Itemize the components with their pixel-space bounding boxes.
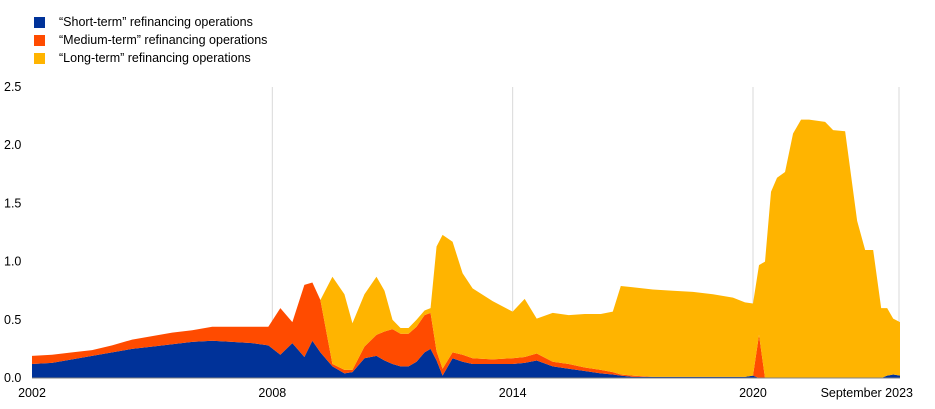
area-series-2 (32, 282, 900, 378)
legend-item-medium-term[interactable]: “Medium-term” refinancing operations (34, 31, 267, 49)
legend-swatch-long-term (34, 52, 45, 64)
y-tick-label-4: 2.0 (4, 138, 21, 152)
legend-label-short-term: “Short-term” refinancing operations (59, 15, 253, 29)
x-tick-label-0: 2002 (18, 386, 46, 400)
legend-label-long-term: “Long-term” refinancing operations (59, 51, 251, 65)
y-tick-label-1: 0.5 (4, 313, 21, 327)
x-tick-label-3: 2020 (739, 386, 767, 400)
y-tick-label-3: 1.5 (4, 196, 21, 210)
x-tick-label-4: September 2023 (821, 386, 913, 400)
legend-swatch-medium-term (34, 34, 45, 46)
chart-legend: “Short-term” refinancing operations “Med… (34, 13, 267, 67)
x-tick-label-1: 2008 (258, 386, 286, 400)
x-tick-label-2: 2014 (499, 386, 527, 400)
legend-label-medium-term: “Medium-term” refinancing operations (59, 33, 268, 47)
area-series-3 (32, 119, 900, 378)
legend-swatch-short-term (34, 16, 45, 28)
legend-item-short-term[interactable]: “Short-term” refinancing operations (34, 13, 267, 31)
y-tick-label-2: 1.0 (4, 255, 21, 269)
legend-item-long-term[interactable]: “Long-term” refinancing operations (34, 49, 267, 67)
y-tick-label-0: 0.0 (4, 371, 21, 385)
y-tick-label-5: 2.5 (4, 80, 21, 94)
area-series-1 (32, 340, 900, 378)
